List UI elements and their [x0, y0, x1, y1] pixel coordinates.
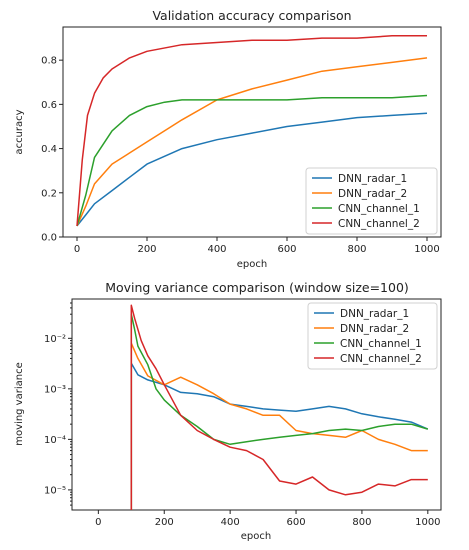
y-tick-label: 10⁻⁴: [44, 435, 66, 446]
x-tick-label: 0: [95, 517, 101, 528]
x-axis-label: epoch: [241, 531, 271, 542]
x-tick-label: 800: [352, 517, 371, 528]
series-group: [130, 304, 429, 510]
legend-label: CNN_channel_2: [340, 353, 422, 365]
x-tick-label: 400: [207, 244, 226, 255]
plot-area: 0 200 400 600 800 1000 10⁻⁵ 10⁻⁴ 10⁻³ 10⁻² DNN_rad…: [44, 298, 442, 528]
x-axis-label: epoch: [237, 259, 267, 270]
variance-chart: Moving variance comparison (window size=…: [14, 280, 442, 542]
x-tick-label: 600: [286, 517, 305, 528]
series-group: [76, 35, 428, 227]
legend-label: DNN_radar_2: [340, 323, 409, 335]
legend-label: DNN_radar_1: [340, 308, 409, 320]
legend: DNN_radar_1 DNN_radar_2 CNN_channel_1 CNN_c…: [305, 167, 438, 235]
legend-box: [305, 167, 438, 235]
legend-label: DNN_radar_2: [338, 188, 407, 200]
legend-box: [307, 302, 438, 370]
y-tick-label: 10⁻²: [44, 334, 66, 345]
series-line-cnn-channel-2: [130, 304, 428, 510]
series-line-cnn-channel-1: [130, 313, 429, 510]
legend: DNN_radar_1 DNN_radar_2 CNN_channel_1 CNN_c…: [307, 302, 438, 370]
x-tick-label: 1000: [414, 244, 439, 255]
legend-label: CNN_channel_1: [340, 338, 422, 350]
y-tick-label: 0.2: [41, 188, 57, 199]
y-axis-label: accuracy: [14, 109, 25, 154]
y-tick-label: 10⁻³: [44, 384, 66, 395]
plot-area: 0 200 400 600 800 1000 0.0 0.2 0.4 0.6 0.8 DNN_rada…: [41, 26, 442, 255]
series-line-dnn-radar-2: [76, 57, 428, 227]
y-tick-label: 0.8: [41, 56, 57, 67]
chart-title: Moving variance comparison (window size=…: [105, 280, 409, 295]
x-tick-label: 1000: [415, 517, 440, 528]
series-line-cnn-channel-2: [76, 35, 427, 226]
x-tick-label: 600: [277, 244, 296, 255]
y-tick-label: 10⁻⁵: [44, 485, 66, 496]
legend-label: DNN_radar_1: [338, 173, 407, 185]
y-tick-label: 0.6: [41, 100, 57, 111]
y-tick-label: 0.0: [41, 233, 57, 244]
x-tick-label: 800: [347, 244, 366, 255]
x-tick-label: 200: [137, 244, 156, 255]
x-tick-label: 200: [155, 517, 174, 528]
series-line-dnn-radar-1: [76, 112, 428, 227]
legend-label: CNN_channel_1: [338, 203, 420, 215]
x-tick-label: 400: [221, 517, 240, 528]
y-tick-label: 0.4: [41, 144, 57, 155]
legend-label: CNN_channel_2: [338, 218, 420, 230]
x-tick-label: 0: [74, 244, 80, 255]
accuracy-chart: Validation accuracy comparison 0 200 400 60…: [14, 8, 442, 270]
y-axis-label: moving variance: [14, 362, 25, 445]
series-line-cnn-channel-1: [76, 94, 428, 227]
axes-frame: [62, 26, 442, 238]
chart-title: Validation accuracy comparison: [152, 8, 351, 23]
